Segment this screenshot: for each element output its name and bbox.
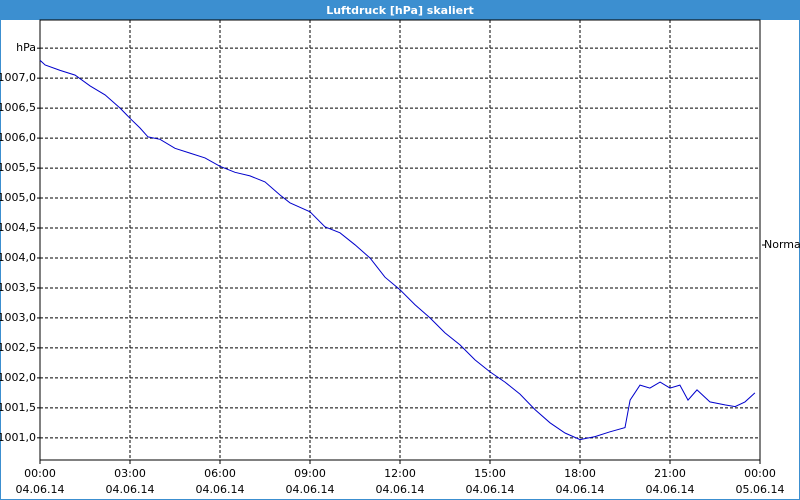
x-tick-date: 04.06.14 (646, 483, 695, 496)
x-tick-date: 04.06.14 (376, 483, 425, 496)
y-tick-label: 1004,0 (0, 251, 36, 264)
y-tick-label: hPa (16, 41, 36, 54)
y-tick-label: 1001,5 (0, 401, 36, 414)
y-tick-label: 1003,0 (0, 311, 36, 324)
x-tick-label: 00:00 (744, 467, 776, 480)
x-tick-label: 03:00 (114, 467, 146, 480)
legend-label: Normal (764, 238, 800, 251)
y-tick-label: 1006,5 (0, 101, 36, 114)
x-tick-date: 04.06.14 (466, 483, 515, 496)
y-tick-label: 1003,5 (0, 281, 36, 294)
title-bar (0, 0, 800, 20)
y-tick-label: 1002,0 (0, 371, 36, 384)
y-tick-label: 1005,5 (0, 161, 36, 174)
x-tick-date: 04.06.14 (196, 483, 245, 496)
y-tick-label: 1006,0 (0, 131, 36, 144)
x-tick-label: 09:00 (294, 467, 326, 480)
y-tick-label: 1002,5 (0, 341, 36, 354)
y-tick-label: 1007,0 (0, 71, 36, 84)
x-tick-label: 21:00 (654, 467, 686, 480)
y-tick-label: 1001,0 (0, 431, 36, 444)
x-tick-date: 04.06.14 (106, 483, 155, 496)
data-line (39, 59, 756, 441)
x-tick-label: 18:00 (564, 467, 596, 480)
x-tick-date: 05.06.14 (736, 483, 785, 496)
x-tick-date: 04.06.14 (556, 483, 605, 496)
x-tick-label: 00:00 (24, 467, 56, 480)
x-tick-label: 06:00 (204, 467, 236, 480)
y-tick-label: 1004,5 (0, 221, 36, 234)
plot-frame (39, 19, 761, 461)
chart-title: Luftdruck [hPa] skaliert (326, 4, 474, 17)
y-tick-label: 1005,0 (0, 191, 36, 204)
x-tick-date: 04.06.14 (286, 483, 335, 496)
x-tick-date: 04.06.14 (16, 483, 65, 496)
x-tick-label: 15:00 (474, 467, 506, 480)
x-tick-label: 12:00 (384, 467, 416, 480)
